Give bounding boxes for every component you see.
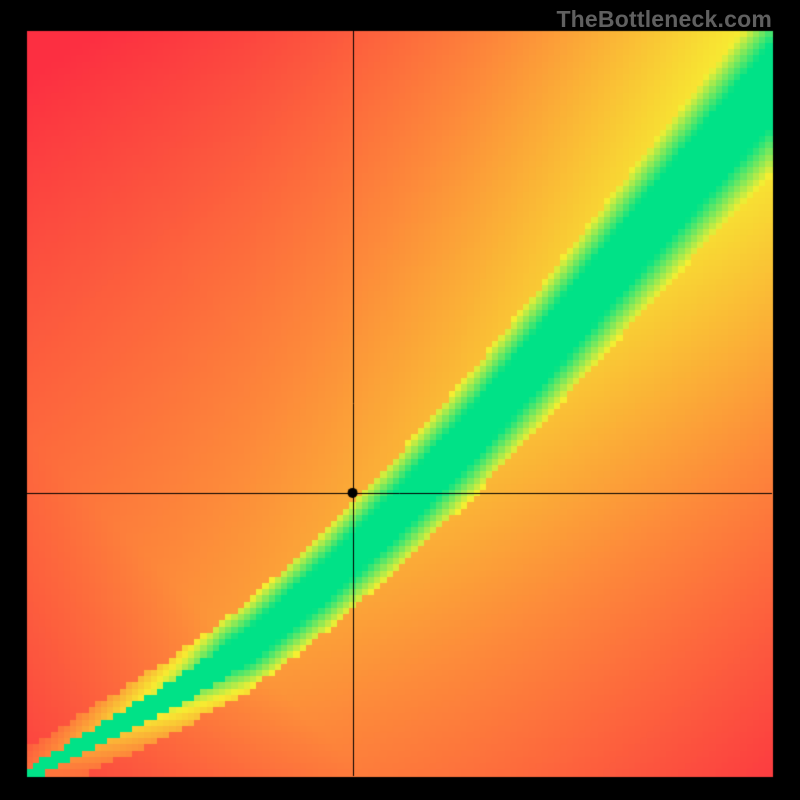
watermark-text: TheBottleneck.com <box>556 6 772 33</box>
chart-container: TheBottleneck.com <box>0 0 800 800</box>
heatmap-canvas <box>0 0 800 800</box>
